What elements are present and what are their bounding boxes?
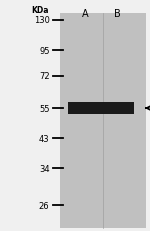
Text: 43: 43 [39,134,50,143]
Text: KDa: KDa [32,6,49,15]
Text: 55: 55 [39,104,50,113]
Text: 130: 130 [34,16,50,25]
Text: B: B [114,9,120,19]
Text: 34: 34 [39,164,50,173]
Text: A: A [81,9,88,19]
Text: 95: 95 [39,46,50,55]
Text: 26: 26 [39,201,50,210]
Bar [100,103,134,114]
Text: 72: 72 [39,72,50,81]
Bar [68,103,102,114]
Bar [60,14,146,228]
